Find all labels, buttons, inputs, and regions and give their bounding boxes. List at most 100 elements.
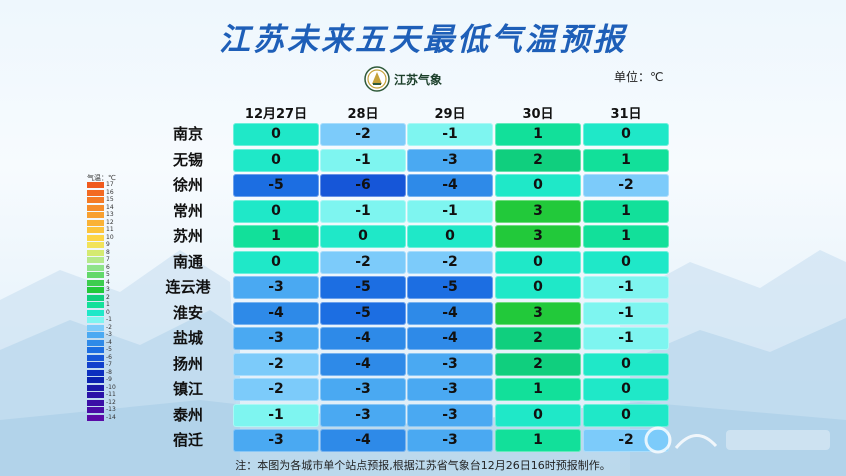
jiangsu-weather-emblem-icon — [364, 66, 390, 92]
legend-label: -2 — [106, 323, 112, 331]
temperature-cell: -4 — [320, 352, 406, 376]
legend-swatch — [87, 362, 104, 368]
legend-label: 5 — [106, 271, 110, 278]
legend-label: -8 — [106, 368, 112, 376]
temperature-cell: -4 — [407, 301, 493, 325]
temperature-cell: 1 — [495, 429, 581, 452]
temperature-cell: -3 — [407, 429, 493, 452]
temperature-cell: -3 — [407, 378, 493, 401]
temperature-cell: -2 — [233, 352, 319, 376]
temperature-cell: -4 — [320, 327, 406, 350]
city-label: 徐州 — [172, 176, 203, 194]
legend-label: 0 — [106, 308, 110, 316]
legend-swatch — [87, 414, 104, 421]
temperature-cell: -4 — [320, 429, 406, 452]
temperature-cell: 0 — [233, 250, 319, 274]
legend-title: 气温：℃ — [87, 174, 116, 182]
legend-label: 1 — [106, 301, 110, 308]
temperature-cell: 1 — [583, 225, 669, 248]
legend-swatch — [87, 384, 104, 391]
temperature-cell: 1 — [495, 378, 581, 401]
logo: 江苏气象 — [364, 66, 442, 92]
city-label: 宿迁 — [172, 431, 203, 449]
legend-label: 6 — [106, 263, 110, 271]
legend-label: 17 — [106, 181, 114, 188]
legend-label: 3 — [106, 286, 110, 293]
temperature-cell: -5 — [233, 174, 319, 197]
legend-label: 2 — [106, 293, 110, 301]
temperature-cell: -1 — [583, 327, 669, 350]
legend-label: 12 — [106, 218, 114, 226]
temperature-cell: -3 — [233, 276, 319, 299]
legend-swatch — [87, 369, 104, 376]
temperature-cell: -3 — [320, 378, 406, 401]
temperature-cell: -1 — [583, 276, 669, 299]
temperature-cell: 0 — [583, 378, 669, 401]
legend-label: -14 — [106, 413, 116, 421]
legend-swatch — [87, 212, 104, 218]
legend-swatch — [87, 279, 104, 286]
city-label: 南京 — [172, 125, 203, 143]
legend-swatch — [87, 189, 104, 196]
temperature-cell: 0 — [495, 403, 581, 427]
legend-label: -12 — [106, 398, 116, 406]
column-header: 12月27日 — [244, 107, 308, 122]
legend-swatch — [87, 317, 104, 323]
legend-swatch — [87, 347, 104, 353]
legend-label: 7 — [106, 256, 110, 263]
temperature-cell: -3 — [407, 148, 493, 172]
city-label: 连云港 — [165, 278, 211, 296]
legend-label: -1 — [106, 316, 112, 323]
temperature-cell: 3 — [495, 301, 581, 325]
legend-swatch — [87, 264, 104, 271]
legend-swatch — [87, 249, 104, 256]
page-title: 江苏未来五天最低气温预报 — [219, 22, 627, 58]
legend-label: -13 — [106, 406, 116, 413]
temperature-cell: -1 — [320, 199, 406, 223]
legend-label: 9 — [106, 241, 110, 248]
temperature-cell: -4 — [407, 327, 493, 350]
city-label: 扬州 — [172, 354, 203, 373]
temperature-cell: -1 — [320, 148, 406, 172]
column-header: 31日 — [610, 107, 642, 122]
legend-swatch — [87, 242, 104, 248]
legend-label: -6 — [106, 353, 112, 361]
legend-swatch — [87, 407, 104, 413]
legend-swatch — [87, 302, 104, 308]
temperature-cell: -3 — [233, 429, 319, 452]
legend-swatch — [87, 234, 104, 241]
temperature-cell: 0 — [233, 148, 319, 172]
temperature-cell: -4 — [407, 174, 493, 197]
legend-swatch — [87, 399, 104, 406]
temperature-cell: 2 — [495, 327, 581, 350]
legend-swatch — [87, 332, 104, 338]
legend-swatch — [87, 219, 104, 226]
temperature-cell: 0 — [583, 403, 669, 427]
city-label: 泰州 — [172, 405, 203, 424]
temperature-cell: -3 — [233, 327, 319, 350]
legend-label: 13 — [106, 211, 114, 218]
legend-swatch — [87, 354, 104, 361]
legend-swatch — [87, 392, 104, 398]
legend-label: 4 — [106, 278, 110, 286]
logo-text: 江苏气象 — [394, 72, 443, 87]
temperature-cell: -1 — [407, 199, 493, 223]
temperature-cell: -3 — [320, 403, 406, 427]
temperature-cell: 0 — [233, 199, 319, 223]
legend-swatch — [87, 257, 104, 263]
legend-label: 14 — [106, 203, 114, 211]
legend-label: 10 — [106, 233, 114, 241]
column-header: 29日 — [434, 107, 466, 122]
temperature-cell: 0 — [320, 225, 406, 248]
legend-swatch — [87, 324, 104, 331]
legend-swatch — [87, 339, 104, 346]
temperature-cell: -1 — [583, 301, 669, 325]
legend-swatch — [87, 197, 104, 203]
temperature-cell: -2 — [583, 429, 669, 452]
temperature-cell: -4 — [233, 301, 319, 325]
legend-label: -9 — [106, 376, 112, 383]
temperature-cell: -2 — [320, 250, 406, 274]
temperature-cell: 3 — [495, 199, 581, 223]
temperature-cell: -5 — [320, 301, 406, 325]
legend-label: -3 — [106, 331, 112, 338]
